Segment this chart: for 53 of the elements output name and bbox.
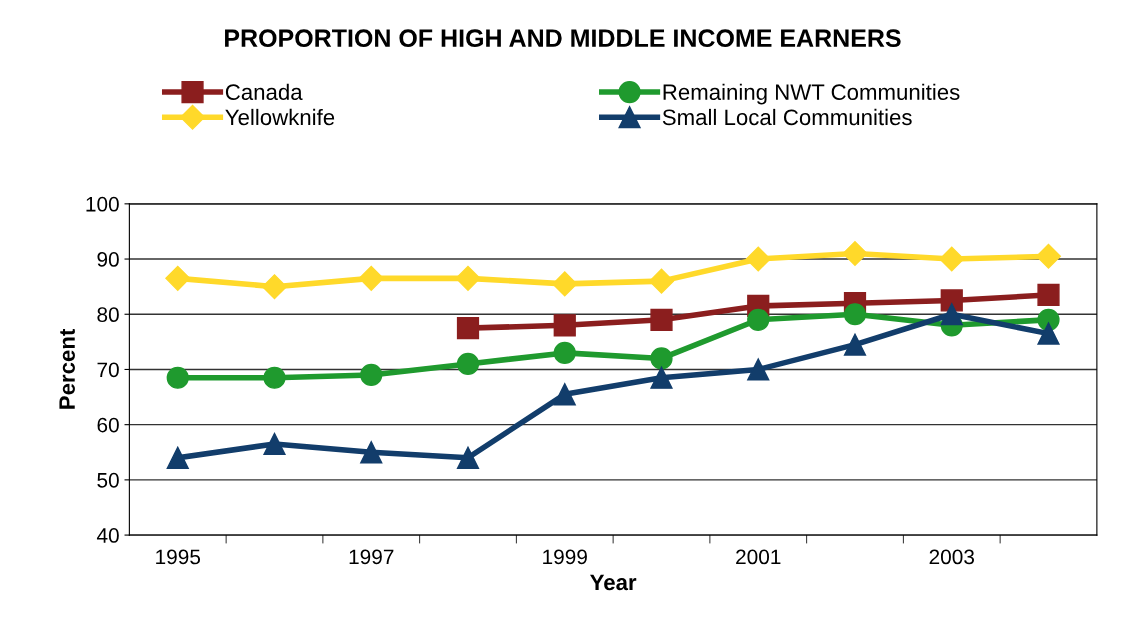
point [166,366,189,389]
point [940,289,963,312]
legend-label: Canada [225,83,303,101]
y-tick-label: 50 [97,472,119,488]
point [455,265,481,291]
point [649,268,674,294]
legend-label: Yellowknife [225,108,335,126]
point [552,271,578,297]
y-tick-label: 40 [96,528,119,543]
y-tick-label: 80 [97,307,119,323]
point [553,341,576,365]
point [843,303,867,326]
point [456,352,480,376]
x-tick-label: 2003 [929,549,975,565]
point [1037,322,1060,345]
point [553,314,576,337]
point [939,246,965,272]
point [1036,243,1061,269]
y-tick-label: 70 [97,362,119,378]
point [745,246,771,272]
point [165,265,191,291]
point [650,347,673,370]
y-tick-label: 90 [97,252,119,267]
legend-label: Small Local Communities [662,108,912,126]
y-tick-label: 60 [97,417,119,433]
point [940,303,963,326]
point [166,446,189,469]
point [842,241,868,267]
legend-label: Remaining NWT Communities [663,83,960,105]
x-tick-label: 2001 [736,549,781,565]
point [650,308,673,331]
x-tick-label: 1997 [349,549,394,565]
point [360,441,383,464]
y-tick-label: 100 [86,196,119,212]
point [360,363,383,387]
point [456,316,480,340]
x-tick-label: 1999 [543,549,587,565]
point [843,333,867,356]
point [358,265,384,291]
point [747,358,770,381]
y-axis-title: Percent [59,328,75,409]
point [747,308,770,331]
point [1037,308,1060,331]
chart-title: PROPORTION OF HIGH AND MIDDLE INCOME EARNERS [225,29,901,48]
point [1037,283,1060,307]
point [262,274,287,300]
x-axis-title: Year [590,574,637,591]
point [553,383,576,406]
point [650,366,673,389]
x-tick-label: 1995 [156,549,201,565]
point [456,446,480,469]
point [263,366,286,389]
point [263,432,286,456]
